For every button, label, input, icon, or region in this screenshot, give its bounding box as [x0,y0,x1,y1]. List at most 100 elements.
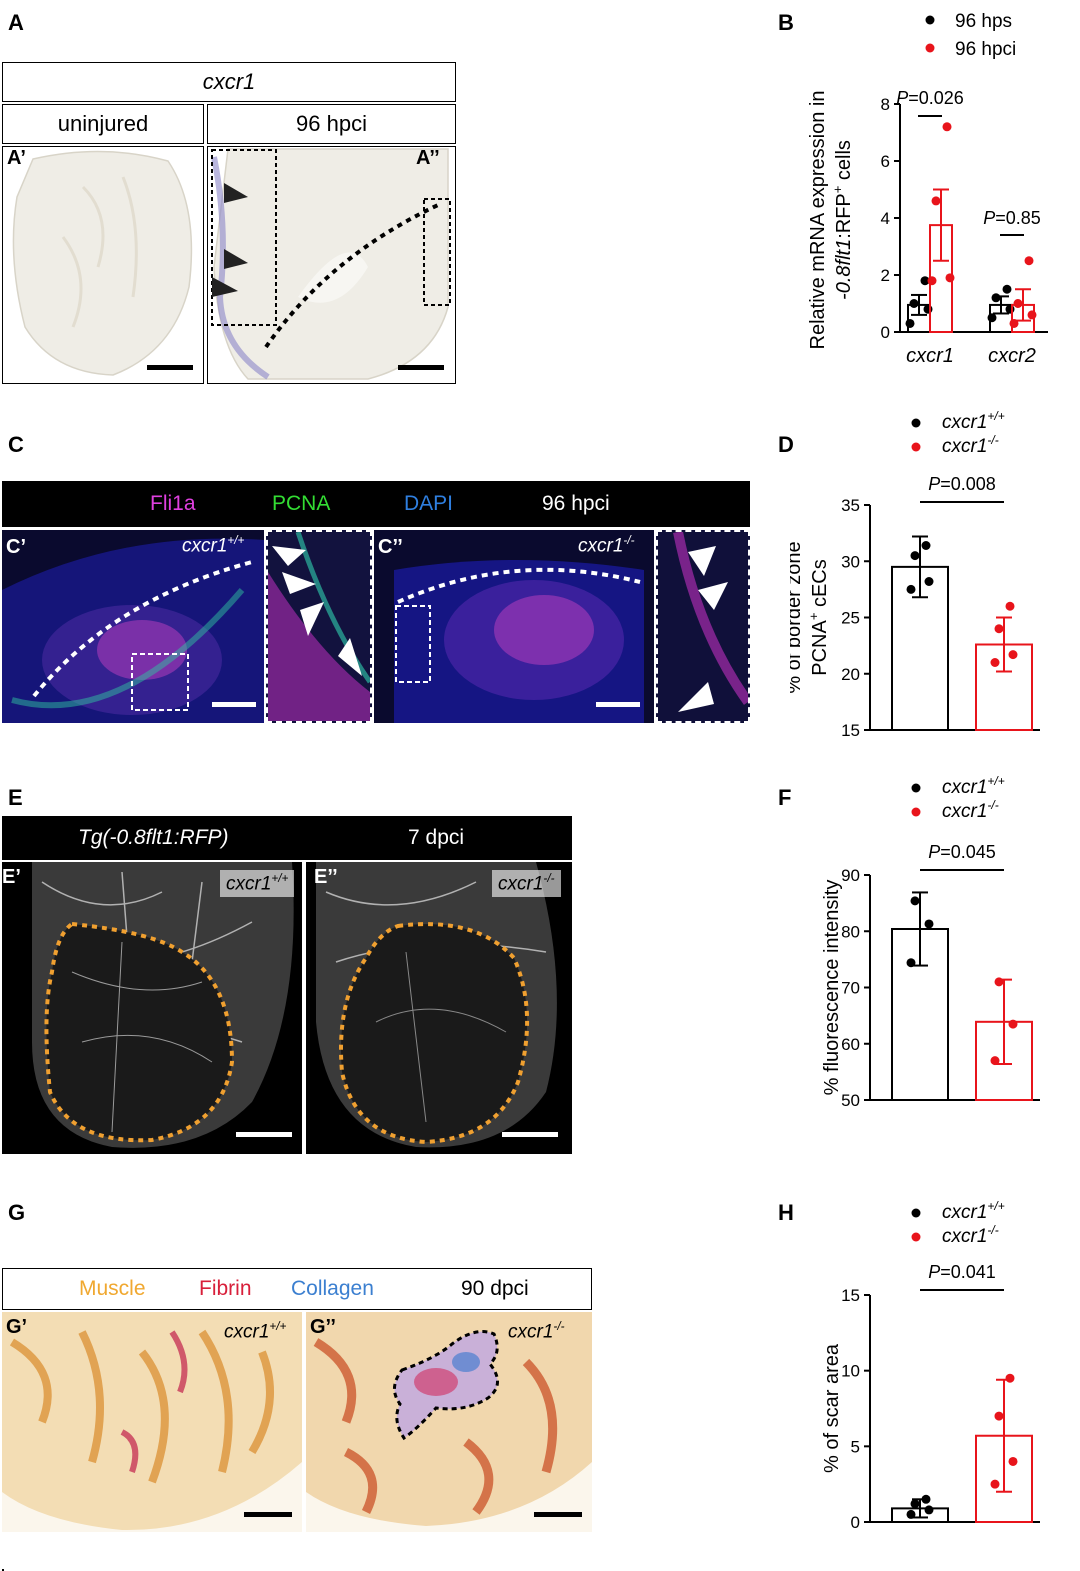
legend-marker [912,443,921,452]
legend-marker [912,1233,921,1242]
y-tick-label: 25 [841,609,860,628]
vessel-image-wt [2,862,302,1154]
data-point [1003,285,1012,294]
y-tick-label: 35 [841,496,860,515]
panel-c-image-mut: C’’ cxcr1-/- [374,530,654,723]
scale-bar-c2 [596,702,640,707]
data-point [922,541,931,550]
stain-time: 90 dpci [461,1277,529,1301]
y-tick-label: 0 [881,323,890,342]
data-point [988,313,997,322]
chart-f: cxcr1+/+cxcr1-/- 50 60 70 80 90 P=0.045 % fluor… [790,765,1070,1135]
data-point [946,273,955,282]
chart-b: 96 hps96 hpci02468cxcr1 cxcr2P=0.026P=0.8… [790,0,1070,380]
heart-section-96hpci [208,147,455,383]
panel-a-image-uninjured: A’ [2,146,204,384]
chart-d: cxcr1+/+cxcr1-/- 15 20 25 30 35 P=0.008 % of bo… [790,400,1070,745]
data-point [995,1412,1004,1421]
afog-stain-mut [306,1312,592,1532]
panel-g-image-wt: G’ cxcr1+/+ [2,1312,302,1532]
panel-e-sub2: E’’ [314,866,338,889]
legend-label: cxcr1+/+ [942,409,1005,433]
panel-label-g: G [8,1200,25,1226]
y-tick-label: 70 [841,979,860,998]
legend-marker [926,44,935,53]
panel-e-geno-mut: cxcr1-/- [492,870,561,897]
data-point [906,319,915,328]
panel-c-sub1: C’ [6,536,26,559]
y-axis-title-line1: Relative mRNA expression in [807,91,829,350]
legend-label: cxcr1-/- [942,798,999,822]
vessel-image-mut [306,862,572,1154]
legend-marker [926,16,935,25]
y-axis-title: Relative mRNA expression in -0.8flt1:RFP+… [807,91,855,350]
p-value-label: P=0.008 [928,474,996,494]
scale-bar-c1 [212,702,256,707]
channel-pcna: PCNA [272,492,330,516]
y-tick-label: 10 [841,1362,860,1381]
panel-g-sub2: G’’ [310,1316,336,1339]
data-point [1028,310,1037,319]
panel-a-sub2: A’’ [416,147,440,170]
data-point [1009,1457,1018,1466]
data-point [911,551,920,560]
legend-label: cxcr1-/- [942,1223,999,1247]
data-point [1025,256,1034,265]
y-tick-label: 8 [881,95,890,114]
data-point [907,958,916,967]
scale-bar-a1 [147,365,193,370]
y-tick-label: 6 [881,152,890,171]
x-category-label: cxcr2 [988,345,1036,367]
y-axis-title-line1: % of border zone [790,541,805,693]
y-tick-label: 5 [851,1437,860,1456]
panel-e-image-wt: E’ cxcr1+/+ [2,862,302,1154]
data-point [1009,650,1018,659]
scale-bar-g1 [244,1512,292,1517]
y-tick-label: 80 [841,922,860,941]
legend-label: cxcr1+/+ [942,774,1005,798]
panel-a-title: cxcr1 [2,62,456,102]
panel-label-e: E [8,785,23,811]
y-axis-title: % of scar area [821,1343,843,1473]
data-point [910,299,919,308]
y-tick-label: 4 [881,209,890,228]
panel-e-geno-wt: cxcr1+/+ [220,870,294,897]
data-point [907,1510,916,1519]
scale-bar-e2 [502,1132,558,1137]
data-point [991,1056,1000,1065]
legend-label: 96 hps [955,11,1012,32]
inset-fluorescence-mut [658,532,748,721]
panel-a-image-96hpci: A’’ [207,146,456,384]
panel-c-channel-bar: Fli1a PCNA DAPI 96 hpci [2,481,750,527]
legend-marker [912,808,921,817]
y-tick-label: 50 [841,1091,860,1110]
data-point [932,196,941,205]
panel-e-sub1: E’ [2,866,21,889]
y-tick-label: 20 [841,665,860,684]
data-point [1014,299,1023,308]
panel-c-sub2: C’’ [378,536,403,559]
panel-g-sub1: G’ [6,1316,27,1339]
y-tick-label: 60 [841,1035,860,1054]
panel-e-title-bar: Tg(-0.8flt1:RFP) 7 dpci [2,816,572,860]
panel-g-stain-bar: Muscle Fibrin Collagen 90 dpci [2,1268,592,1310]
panel-g-image-mut: G’’ cxcr1-/- [306,1312,592,1532]
afog-stain-wt [2,1312,302,1532]
panel-g-geno-wt: cxcr1+/+ [224,1320,286,1343]
stain-collagen: Collagen [291,1277,374,1301]
panel-label-a: A [8,10,24,36]
panel-g-geno-mut: cxcr1-/- [508,1320,565,1343]
data-point [925,577,934,586]
data-point [907,585,916,594]
y-axis-title-text: % of scar area [821,1343,843,1473]
panel-c-geno-wt: cxcr1+/+ [182,534,244,557]
channel-fli1a: Fli1a [150,492,196,516]
data-point [1006,1374,1015,1383]
data-point [1009,1020,1018,1029]
data-point [995,977,1004,986]
panel-a-col-96hpci: 96 hpci [207,104,456,144]
p-value-label: P=0.045 [928,842,996,862]
legend-marker [912,419,921,428]
data-point [943,122,952,131]
